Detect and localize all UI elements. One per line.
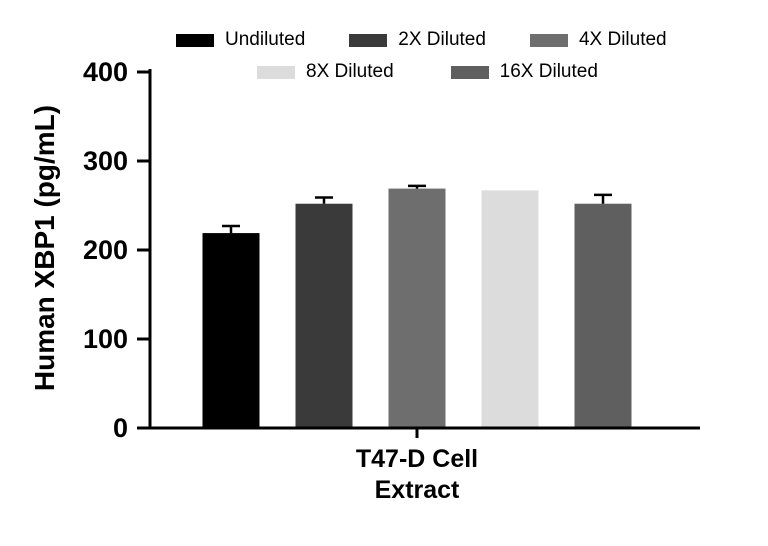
y-tick-label: 400	[83, 57, 128, 87]
legend-item-8x-diluted: 8X Diluted	[257, 61, 394, 83]
legend-swatch	[529, 33, 568, 47]
x-axis-label-line2: Extract	[374, 475, 460, 504]
legend-row-1: Undiluted 2X Diluted 4X Diluted	[176, 29, 667, 51]
legend-label: 8X Diluted	[306, 61, 394, 82]
y-tick-label: 200	[83, 235, 128, 265]
y-tick-label: 300	[83, 146, 128, 176]
legend-item-4x-diluted: 4X Diluted	[529, 29, 667, 51]
bar-2x-diluted	[295, 203, 353, 427]
bar-undiluted	[202, 233, 260, 427]
legend-item-undiluted: Undiluted	[176, 29, 305, 51]
legend-swatch	[176, 33, 214, 47]
bar-16x-diluted	[574, 203, 632, 427]
bar-4x-diluted	[388, 188, 446, 427]
legend-swatch	[349, 33, 388, 47]
legend-label: 2X Diluted	[398, 29, 486, 50]
x-axis-label: T47-D Cell Extract	[317, 444, 517, 505]
legend-item-2x-diluted: 2X Diluted	[349, 29, 486, 51]
y-tick-label: 0	[113, 413, 128, 443]
legend-row-2: 8X Diluted 16X Diluted	[257, 61, 598, 83]
legend-label: 4X Diluted	[578, 29, 667, 50]
legend-label: 16X Diluted	[499, 61, 598, 82]
legend-item-16x-diluted: 16X Diluted	[450, 61, 598, 83]
legend-swatch	[257, 65, 295, 79]
legend-label: Undiluted	[225, 29, 306, 50]
legend-swatch	[450, 65, 489, 79]
y-tick-label: 100	[83, 324, 128, 354]
x-axis-label-line1: T47-D Cell	[355, 445, 479, 473]
bar-8x-diluted	[481, 190, 539, 427]
